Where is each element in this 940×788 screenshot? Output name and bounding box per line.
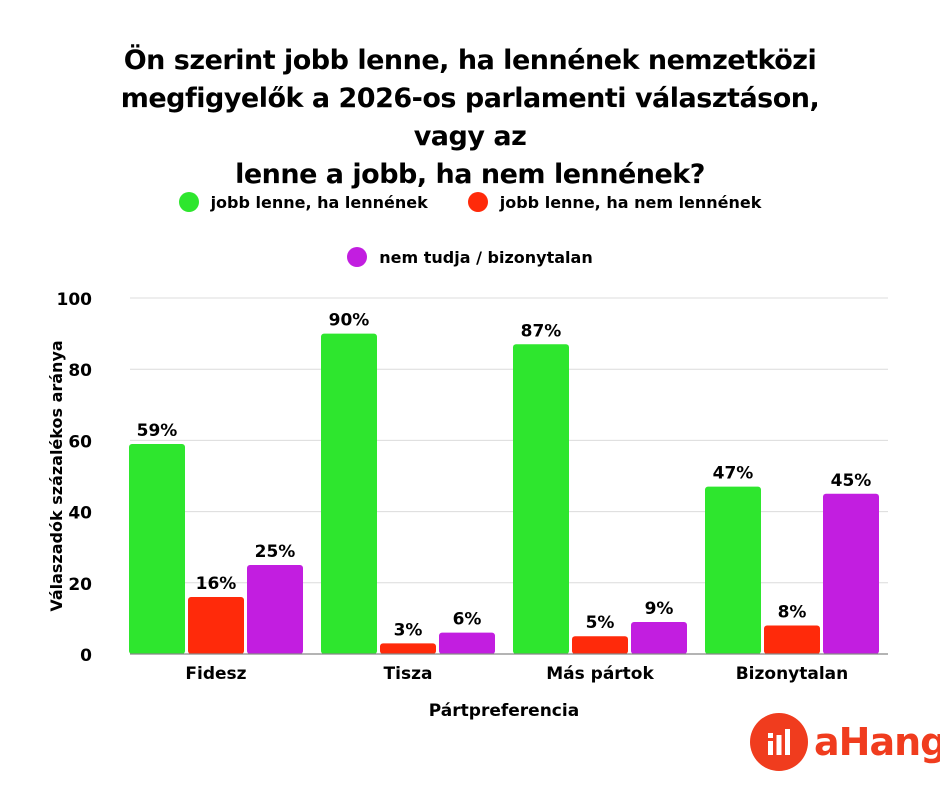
legend-row-2: nem tudja / bizonytalan <box>0 247 940 267</box>
y-tick-label: 20 <box>68 575 92 595</box>
chart-title-line: lenne a jobb, ha nem lennének? <box>235 159 705 190</box>
legend-swatch-red <box>467 192 488 212</box>
x-tick-label: Más pártok <box>546 664 654 684</box>
x-axis-label: Pártpreferencia <box>429 701 579 721</box>
y-tick-label: 0 <box>80 646 92 666</box>
data-label: 59% <box>137 421 178 441</box>
data-label: 9% <box>645 599 674 619</box>
y-tick-label: 60 <box>68 432 92 452</box>
logo-text: aHang <box>814 720 940 764</box>
legend-item-purple: nem tudja / bizonytalan <box>347 247 593 267</box>
bar <box>188 597 244 654</box>
legend: jobb lenne, ha lennének jobb lenne, ha n… <box>0 192 940 212</box>
bar <box>572 636 628 654</box>
y-axis-label: Válaszadók százalékos aránya <box>47 340 66 611</box>
legend-swatch-purple <box>347 247 368 267</box>
data-label: 47% <box>713 464 754 484</box>
legend-swatch-green <box>178 192 199 212</box>
data-label: 25% <box>255 542 296 562</box>
bar <box>321 333 377 654</box>
y-tick-label: 100 <box>57 290 93 310</box>
bar <box>439 632 495 654</box>
data-label: 5% <box>586 613 615 633</box>
data-label: 8% <box>778 603 807 623</box>
bar <box>631 621 687 654</box>
legend-item-red: jobb lenne, ha nem lennének <box>467 192 762 212</box>
bar <box>129 443 185 654</box>
bar <box>380 643 436 654</box>
bar <box>247 565 303 654</box>
data-label: 90% <box>329 311 370 331</box>
chart-title-line: Ön szerint jobb lenne, ha lennének nemze… <box>123 45 817 76</box>
bar <box>764 625 820 654</box>
y-tick-label: 80 <box>68 361 92 381</box>
x-tick-label: Bizonytalan <box>736 664 849 684</box>
bar <box>705 486 761 654</box>
x-tick-label: Fidesz <box>185 664 246 684</box>
data-label: 3% <box>394 620 423 640</box>
data-label: 45% <box>831 471 872 491</box>
legend-label: nem tudja / bizonytalan <box>379 247 593 267</box>
chart-title: Ön szerint jobb lenne, ha lennének nemze… <box>90 42 850 194</box>
bar <box>823 493 879 654</box>
ahang-logo: aHang <box>750 710 940 774</box>
legend-item-green: jobb lenne, ha lennének <box>178 192 428 212</box>
ahang-logo-icon <box>750 713 808 771</box>
x-tick-label: Tisza <box>384 664 433 684</box>
legend-label: jobb lenne, ha nem lennének <box>499 192 762 212</box>
data-label: 87% <box>521 321 562 341</box>
data-label: 16% <box>196 574 237 594</box>
legend-label: jobb lenne, ha lennének <box>210 192 428 212</box>
bar <box>513 344 569 654</box>
chart-title-line: megfigyelők a 2026-os parlamenti választ… <box>120 83 820 152</box>
y-tick-label: 40 <box>68 504 92 524</box>
data-label: 6% <box>453 610 482 630</box>
